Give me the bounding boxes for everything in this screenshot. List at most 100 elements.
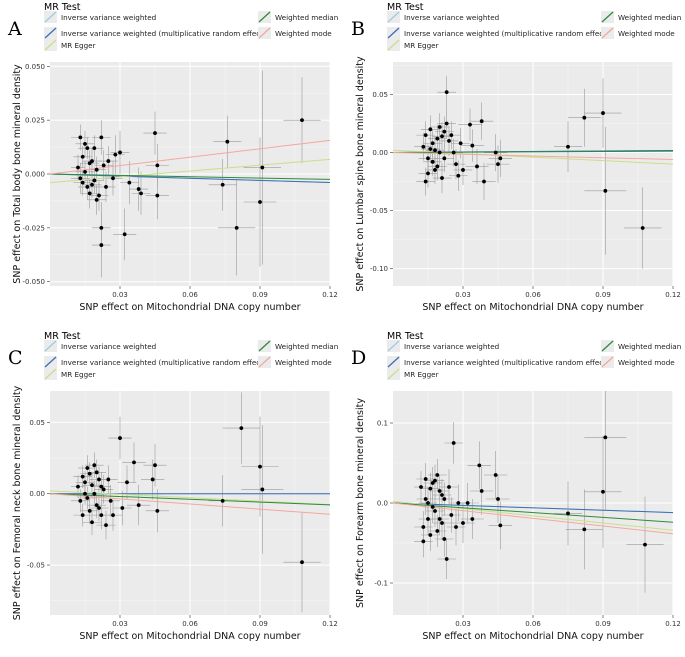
snp-point [419, 485, 423, 489]
snp-point [433, 168, 437, 172]
y-axis-label: SNP effect on Total body bone mineral de… [12, 64, 23, 284]
y-axis-label: SNP effect on Forearm bone mineral densi… [355, 398, 366, 608]
legend-item-label: Weighted mode [618, 29, 675, 38]
snp-point [430, 505, 435, 509]
y-tick-label: 0.05 [29, 419, 45, 427]
snp-point [423, 133, 428, 138]
snp-point [85, 185, 90, 189]
legend-swatch [387, 340, 400, 352]
snp-point [437, 489, 442, 493]
snp-point [442, 129, 447, 134]
snp-point [127, 180, 132, 185]
snp-point [475, 164, 479, 169]
y-tick-label: -0.1 [374, 580, 388, 588]
snp-point [90, 520, 94, 525]
snp-point [456, 173, 461, 178]
snp-point [421, 525, 426, 529]
snp-point [78, 498, 83, 503]
snp-point [458, 141, 463, 146]
snp-point [106, 159, 111, 163]
snp-point [582, 115, 587, 120]
snp-point [426, 156, 430, 161]
y-tick-label: 0.000 [25, 171, 45, 179]
x-tick-label: 0.06 [525, 291, 541, 299]
snp-point [101, 487, 106, 492]
panel-letter: D [351, 347, 366, 369]
legend-swatch [387, 27, 400, 39]
snp-point [496, 162, 500, 167]
snp-point [76, 484, 80, 489]
snp-point [220, 498, 225, 503]
legend-title: MR Test [44, 2, 81, 13]
snp-point [94, 197, 99, 202]
legend-swatch [44, 368, 57, 380]
snp-point [440, 176, 444, 180]
legend-item-label: Weighted median [618, 342, 681, 351]
snp-point [479, 119, 484, 124]
snp-point [99, 513, 104, 518]
y-tick-label: -0.10 [370, 265, 388, 273]
snp-point [421, 539, 426, 544]
snp-point [300, 560, 304, 565]
panel-d: D MR Test Inverse variance weighted Inverse… [343, 329, 685, 657]
snp-point [482, 179, 486, 184]
snp-point [155, 163, 160, 168]
mr-line [50, 173, 330, 180]
snp-point [104, 523, 108, 528]
snp-point [94, 470, 99, 475]
snp-point [566, 144, 570, 149]
legend-item-label: MR Egger [404, 41, 439, 50]
y-tick-label: -0.025 [22, 224, 45, 232]
snp-point [80, 474, 85, 479]
snp-point [76, 165, 80, 170]
snp-point [111, 513, 115, 518]
snp-point [99, 243, 104, 247]
snp-point [433, 478, 437, 483]
legend-item-label: Weighted mode [275, 358, 332, 367]
legend-swatch [44, 39, 57, 51]
x-axis-label: SNP effect on Mitochondrial DNA copy num… [422, 631, 643, 642]
snp-point [465, 501, 470, 505]
snp-point [104, 185, 108, 189]
panel-letter: A [7, 18, 22, 40]
x-tick-label: 0.03 [455, 620, 471, 628]
snp-point [260, 165, 265, 170]
snp-point [87, 508, 92, 513]
legend-swatch [258, 27, 271, 39]
x-tick-label: 0.03 [455, 291, 471, 299]
snp-point [111, 176, 115, 181]
snp-point [106, 477, 111, 482]
snp-point [493, 150, 498, 155]
snp-point [97, 477, 101, 482]
snp-point [437, 150, 442, 155]
mr-line [393, 502, 673, 514]
snp-point [423, 477, 428, 481]
snp-point [153, 131, 157, 135]
snp-point [444, 90, 449, 95]
snp-point [87, 471, 92, 476]
snp-point [94, 503, 99, 508]
snp-point [92, 146, 97, 151]
snp-point [461, 521, 465, 525]
snp-point [640, 226, 645, 230]
snp-point [423, 497, 428, 501]
snp-point [479, 489, 484, 493]
snp-point [97, 193, 101, 198]
snp-point [428, 147, 433, 151]
snp-point [437, 517, 442, 521]
legend-title: MR Test [387, 331, 424, 342]
snp-point [421, 144, 426, 149]
y-tick-label: 0.050 [25, 63, 45, 71]
snp-point [92, 491, 97, 496]
snp-point [426, 517, 430, 521]
snp-point [99, 135, 104, 140]
mr-line [50, 493, 330, 515]
y-tick-label: 0.00 [29, 490, 45, 498]
snp-point [113, 152, 118, 157]
snp-point [132, 460, 136, 465]
snp-point [78, 176, 83, 181]
snp-point [99, 225, 104, 230]
snp-point [155, 193, 160, 198]
